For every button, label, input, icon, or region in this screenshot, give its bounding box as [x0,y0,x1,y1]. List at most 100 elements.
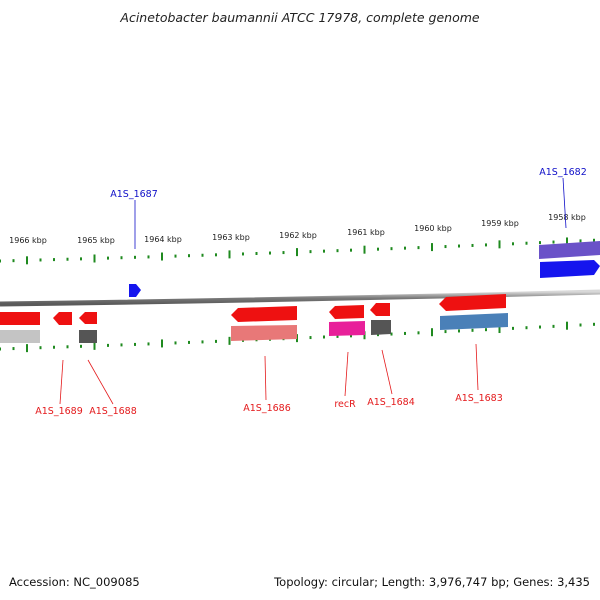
tick-label-1959: 1959 kbp [481,219,519,228]
gene-a1s-1688-red2[interactable] [79,312,97,324]
inner-minor-tick [12,347,15,351]
outer-minor-tick [525,241,528,245]
gene-a1s-1682-purple[interactable] [539,241,600,259]
map-title: Acinetobacter baumannii ATCC 17978, comp… [120,10,480,25]
tick-label-1958: 1958 kbp [548,213,586,222]
inner-minor-tick [336,334,339,338]
inner-minor-tick [579,323,582,327]
outer-major-tick [161,252,163,261]
genome-backbone [0,289,600,307]
inner-minor-tick [458,329,460,333]
inner-minor-tick [147,342,150,346]
gene-a1s-1683-steel[interactable] [440,313,508,330]
tick-label-1963: 1963 kbp [212,233,250,242]
outer-minor-tick [377,247,379,251]
outer-minor-tick [255,251,258,255]
outer-major-tick [296,248,298,257]
gene-a1s-1682-leader [562,177,567,229]
outer-tick-track [0,237,595,265]
outer-minor-tick [201,253,204,257]
gene-label-a1s-1683: A1S_1683 [455,393,503,404]
inner-minor-tick [404,331,406,335]
outer-major-tick [228,250,231,259]
inner-minor-tick [66,345,69,349]
inner-minor-tick [39,346,42,350]
gene-a1s-1688-gray[interactable] [79,330,97,343]
inner-minor-tick [120,343,123,347]
accession-text: Accession: NC_009085 [9,575,140,589]
gene-recr-pink[interactable] [329,321,365,336]
inner-major-tick [431,328,433,337]
gene-label-recr: recR [334,399,356,410]
outer-major-tick [93,254,96,263]
inner-major-tick [498,325,501,334]
inner-minor-tick [309,336,312,340]
outer-minor-tick [404,246,406,250]
inner-minor-tick [350,334,352,338]
inner-minor-tick [471,328,474,332]
outer-minor-tick [39,258,42,262]
kbp-labels: 1966 kbp 1965 kbp 1964 kbp 1963 kbp 1962… [9,213,586,245]
outer-minor-tick [485,243,487,247]
outer-minor-tick [242,252,244,256]
inner-minor-tick [80,344,82,348]
gene-label-a1s-1688: A1S_1688 [89,406,137,417]
outer-major-tick [566,237,568,246]
gene-recr-red[interactable] [329,305,364,319]
inner-minor-tick [188,340,190,344]
inner-major-tick [228,336,231,345]
inner-minor-tick [485,328,487,332]
inner-minor-tick [552,324,555,328]
outer-minor-tick [12,259,15,263]
gene-a1s-1684-leader [381,349,393,395]
inner-minor-tick [323,335,325,339]
outer-minor-tick [174,254,177,258]
gene-a1s-1688-red[interactable] [53,312,72,325]
gene-label-a1s-1684: A1S_1684 [367,397,415,408]
reverse-genes: A1S_1689 A1S_1688 A1S_1686 recR A1S_1684… [0,294,508,417]
gene-a1s-1689-leader [59,359,64,405]
gene-a1s-1682-blue[interactable] [540,260,600,278]
outer-minor-tick [282,251,285,255]
gene-a1s-1688-leader [87,359,114,405]
gene-a1s-1686-red[interactable] [231,306,297,322]
outer-minor-tick [323,249,325,253]
gene-label-a1s-1682: A1S_1682 [539,167,587,178]
inner-minor-tick [512,326,514,330]
gene-a1s-1683-red[interactable] [439,294,506,311]
outer-minor-tick [539,241,541,245]
outer-minor-tick [512,242,514,246]
outer-major-tick [363,245,366,254]
inner-major-tick [161,339,163,348]
outer-major-tick [498,240,501,249]
gene-a1s-1686-salmon[interactable] [231,325,297,341]
gene-a1s-1684-gray[interactable] [371,320,391,335]
inner-minor-tick [539,325,541,329]
gene-a1s-1684-red[interactable] [370,303,390,316]
tick-label-1965: 1965 kbp [77,236,115,245]
genome-stats-text: Topology: circular; Length: 3,976,747 bp… [274,575,590,589]
gene-a1s-1689-gray[interactable] [0,330,40,343]
outer-minor-tick [417,246,420,250]
outer-minor-tick [107,256,109,260]
inner-minor-tick [525,326,528,330]
inner-minor-tick [417,331,420,335]
outer-minor-tick [215,253,217,257]
gene-a1s-1687[interactable] [129,284,141,297]
inner-minor-tick [444,330,447,334]
inner-minor-tick [53,345,55,349]
outer-minor-tick [0,259,1,263]
tick-label-1960: 1960 kbp [414,224,452,233]
outer-minor-tick [269,251,271,255]
gene-a1s-1683-leader [475,343,479,391]
inner-major-tick [363,331,366,340]
outer-minor-tick [53,258,55,262]
inner-minor-tick [390,332,393,336]
gene-a1s-1689-red[interactable] [0,312,40,325]
tick-label-1962: 1962 kbp [279,231,317,240]
outer-minor-tick [350,248,352,252]
outer-minor-tick [458,244,460,248]
forward-genes: A1S_1687 A1S_1682 [110,167,600,297]
outer-major-tick [26,256,28,265]
